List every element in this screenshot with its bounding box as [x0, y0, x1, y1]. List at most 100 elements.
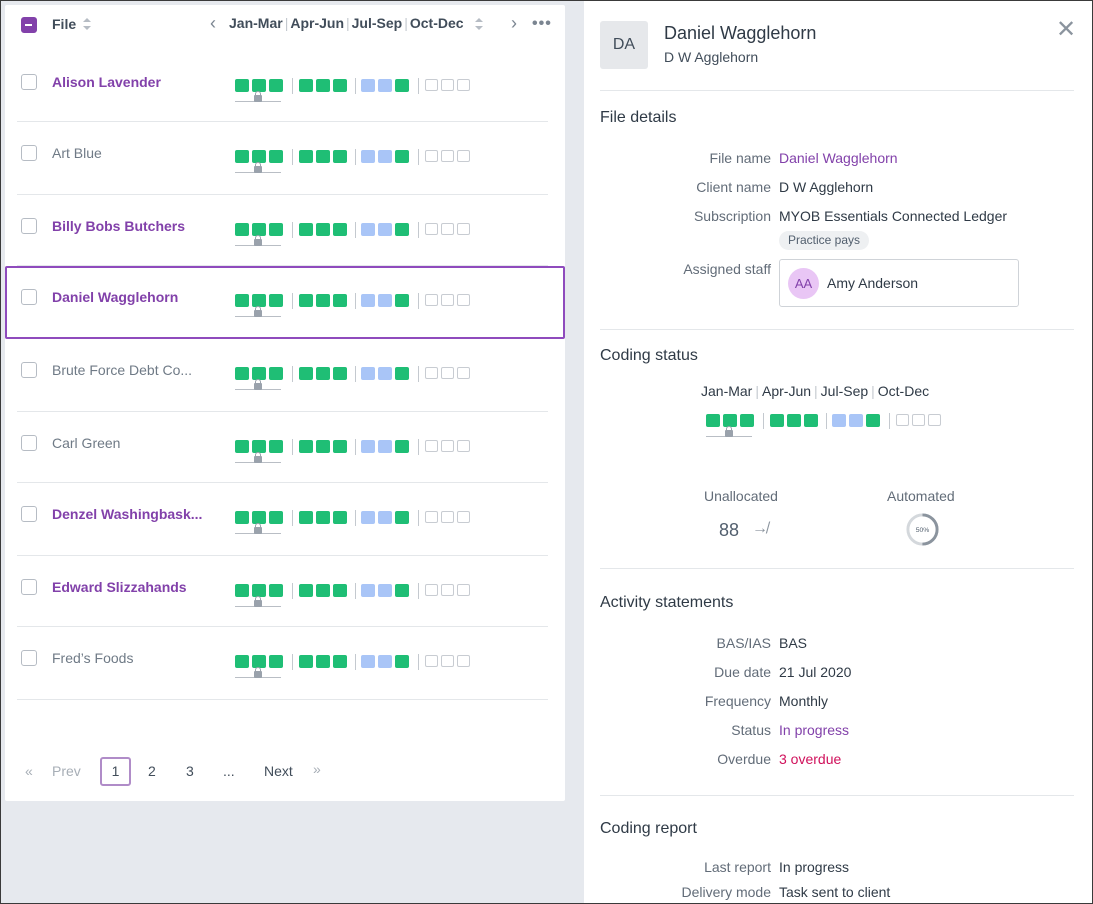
month-status-done — [269, 511, 283, 524]
divider: | — [814, 383, 818, 399]
row-checkbox[interactable] — [21, 362, 37, 378]
unallocated-count[interactable]: 88 — [719, 520, 740, 540]
divider — [17, 555, 548, 556]
divider — [355, 78, 356, 94]
file-name-link[interactable]: Brute Force Debt Co... — [52, 362, 193, 378]
file-name-link[interactable]: Daniel Wagglehorn — [779, 150, 898, 166]
row-checkbox[interactable] — [21, 218, 37, 234]
coding-status-indicator[interactable] — [235, 366, 485, 397]
delivery-mode-value: Task sent to client — [779, 884, 891, 900]
file-name-link[interactable]: Fred’s Foods — [52, 650, 134, 666]
table-row[interactable]: Denzel Washingbask... — [5, 483, 565, 556]
divider: | — [871, 383, 875, 399]
chevron-left-icon[interactable]: ‹ — [210, 13, 216, 33]
table-row[interactable]: Brute Force Debt Co... — [5, 339, 565, 412]
month-status-done — [316, 79, 330, 92]
coding-status-indicator[interactable] — [235, 293, 485, 324]
more-options-icon[interactable]: ••• — [532, 15, 552, 32]
assigned-staff-select[interactable]: AA Amy Anderson — [779, 259, 1019, 307]
file-name-link[interactable]: Art Blue — [52, 145, 102, 161]
month-status-empty — [457, 223, 470, 235]
file-name-link[interactable]: Denzel Washingbask... — [52, 506, 203, 522]
row-checkbox[interactable] — [21, 650, 37, 666]
quarter-sort-icon[interactable] — [474, 18, 483, 30]
table-row[interactable]: Carl Green — [5, 412, 565, 483]
divider — [418, 222, 419, 238]
first-page-icon[interactable]: « — [25, 763, 33, 779]
row-checkbox[interactable] — [21, 579, 37, 595]
month-status-done — [395, 150, 409, 163]
table-row[interactable]: Billy Bobs Butchers — [5, 195, 565, 266]
month-status-done — [395, 79, 409, 92]
quarter-status-group — [361, 79, 409, 92]
month-status-done — [299, 79, 313, 92]
quarter-status-group — [425, 511, 470, 523]
next-button[interactable]: Next — [264, 763, 293, 779]
month-status-empty — [425, 584, 438, 596]
month-status-pending — [361, 223, 375, 236]
month-status-pending — [849, 414, 863, 427]
row-checkbox[interactable] — [21, 145, 37, 161]
file-column-header[interactable]: File — [52, 16, 92, 32]
month-status-done — [235, 655, 249, 668]
file-name-link[interactable]: Alison Lavender — [52, 74, 161, 90]
coding-status-indicator[interactable] — [235, 510, 485, 541]
month-status-pending — [378, 440, 392, 453]
overdue-link[interactable]: 3 overdue — [779, 751, 842, 767]
page-button[interactable]: 3 — [186, 763, 194, 779]
coding-status-indicator[interactable] — [235, 439, 485, 470]
sort-icon[interactable] — [82, 18, 92, 30]
table-row[interactable]: Fred’s Foods — [5, 627, 565, 700]
month-status-done — [252, 655, 266, 668]
divider — [418, 583, 419, 599]
month-status-empty — [457, 294, 470, 306]
month-status-done — [252, 440, 266, 453]
month-status-done — [706, 414, 720, 427]
status-link[interactable]: In progress — [779, 722, 850, 738]
file-name-link[interactable]: Billy Bobs Butchers — [52, 218, 186, 234]
row-checkbox[interactable] — [21, 435, 37, 451]
coding-status-indicator[interactable] — [235, 654, 485, 685]
quarter-status-group — [299, 584, 347, 597]
file-name-link[interactable]: Daniel Wagglehorn — [52, 289, 179, 305]
coding-status-indicator[interactable] — [235, 583, 485, 614]
coding-status-indicator[interactable] — [706, 413, 956, 444]
row-checkbox[interactable] — [21, 506, 37, 522]
month-status-empty — [425, 79, 438, 91]
divider — [355, 222, 356, 238]
divider — [600, 329, 1074, 330]
month-status-done — [316, 294, 330, 307]
coding-status-indicator[interactable] — [235, 222, 485, 253]
frequency-label: Frequency — [704, 693, 771, 709]
quarter-status-group — [299, 440, 347, 453]
unallocated-arrow-icon: ↛ — [752, 520, 768, 537]
month-status-pending — [378, 655, 392, 668]
client-name-label: Client name — [696, 179, 771, 195]
chevron-right-icon[interactable]: › — [511, 13, 517, 33]
staff-name: Amy Anderson — [827, 275, 919, 291]
row-checkbox[interactable] — [21, 74, 37, 90]
last-page-icon[interactable]: » — [313, 761, 321, 777]
month-status-done — [395, 511, 409, 524]
month-status-done — [252, 584, 266, 597]
page-button-current[interactable]: 1 — [100, 757, 131, 786]
page-button[interactable]: 2 — [148, 763, 156, 779]
divider — [418, 293, 419, 309]
table-row[interactable]: Alison Lavender — [5, 51, 565, 122]
divider — [763, 413, 764, 429]
quarter-status-group — [235, 79, 283, 92]
table-row[interactable]: Art Blue — [5, 122, 565, 195]
quarter-status-group — [299, 79, 347, 92]
coding-status-indicator[interactable] — [235, 149, 485, 180]
table-row[interactable]: Edward Slizzahands — [5, 556, 565, 627]
row-checkbox[interactable] — [21, 289, 37, 305]
file-name-link[interactable]: Edward Slizzahands — [52, 579, 187, 595]
select-all-checkbox[interactable] — [21, 17, 37, 33]
detail-title: Daniel Wagglehorn — [664, 23, 817, 43]
divider — [355, 439, 356, 455]
close-icon[interactable]: ✕ — [1056, 16, 1077, 43]
file-name-link[interactable]: Carl Green — [52, 435, 121, 451]
prev-button[interactable]: Prev — [52, 763, 81, 779]
coding-status-indicator[interactable] — [235, 78, 485, 109]
table-row[interactable]: Daniel Wagglehorn — [5, 266, 565, 339]
